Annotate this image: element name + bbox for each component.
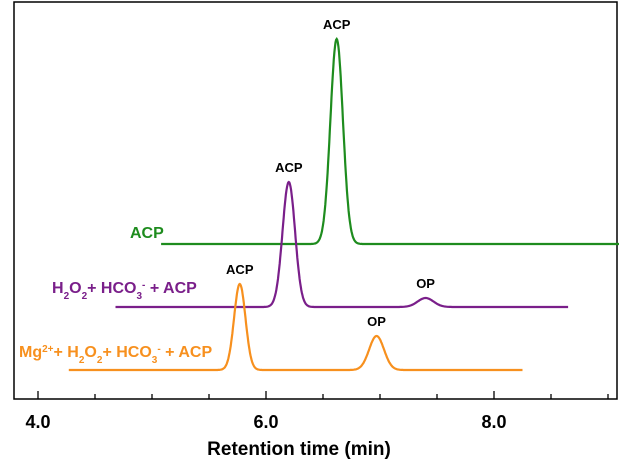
x-axis: 4.0 6.0 8.0 [25,391,609,432]
peak-label-2-2: OP [416,276,435,291]
traces-layer [68,37,619,372]
trace-line-2 [115,180,569,309]
labels-layer: ACP ACP ACP OP H2O2+ HCO3- + ACP ACP OP Mg2++ H… [19,17,435,366]
trace-line-1 [161,37,619,246]
peak-label-3-2: OP [367,314,386,329]
x-axis-label: Retention time (min) [207,439,391,460]
peak-label-3-1: ACP [226,262,254,277]
x-tick-label: 6.0 [253,412,278,432]
plot-frame [13,1,618,400]
series-label-1: ACP [130,225,164,242]
trace-line-3 [68,282,523,372]
x-tick-label: 8.0 [481,412,506,432]
peak-label-2-1: ACP [275,160,303,175]
series-label-2: H2O2+ HCO3- + ACP [52,280,197,302]
x-tick-label: 4.0 [25,412,50,432]
peak-label-1-1: ACP [323,17,351,32]
series-label-3: Mg2++ H2O2+ HCO3- + ACP [19,344,212,366]
